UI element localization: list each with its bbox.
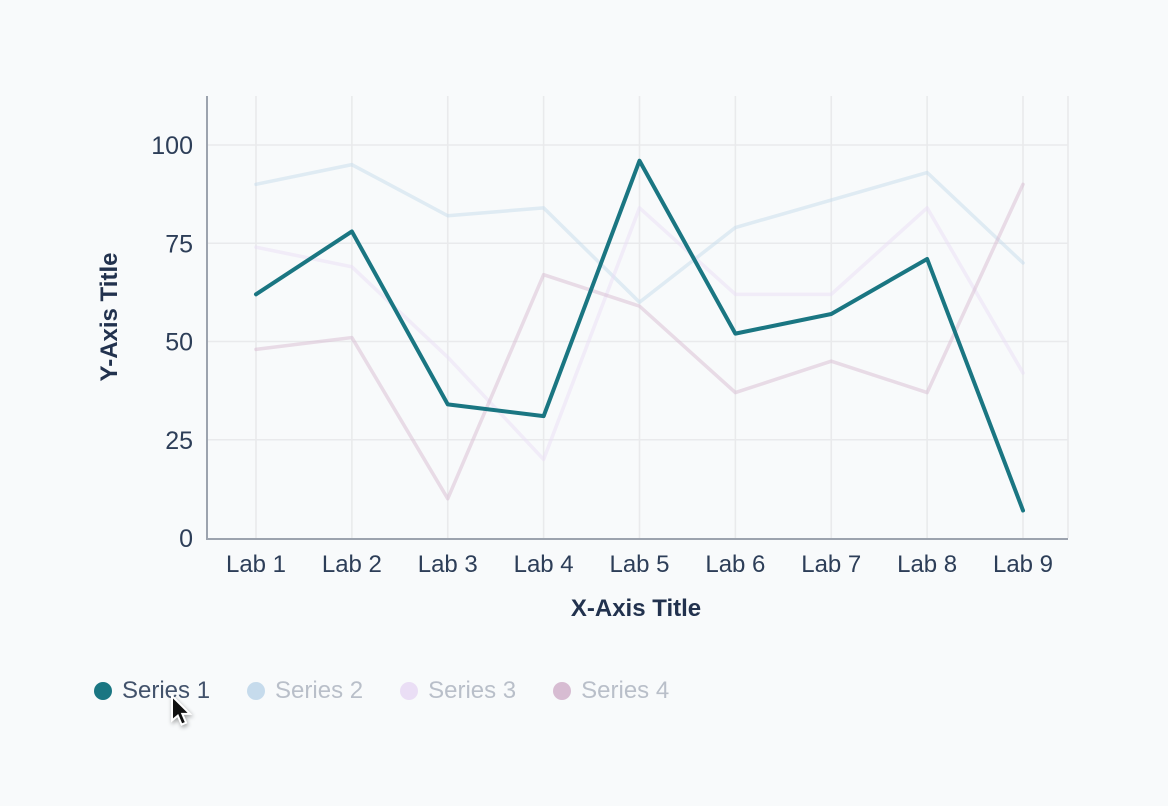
- legend-label-series-1: Series 1: [122, 677, 211, 704]
- series-1-line[interactable]: [254, 158, 1025, 513]
- series-layer: [254, 158, 1025, 513]
- legend-item-series-3[interactable]: Series 3: [400, 677, 517, 704]
- series-4-swatch: [553, 682, 572, 700]
- legend-label-series-3: Series 3: [428, 677, 517, 704]
- series-1-swatch: [94, 682, 112, 700]
- y-axis-tick-label: 0: [179, 525, 193, 553]
- x-axis-title: X-Axis Title: [571, 595, 701, 622]
- series-2-swatch: [247, 682, 266, 700]
- axis-layer: [206, 96, 1068, 540]
- x-axis-tick-label: Lab 6: [705, 551, 765, 578]
- series-2-line[interactable]: [254, 162, 1025, 304]
- x-axis-tick-label: Lab 3: [418, 551, 478, 578]
- grid-layer: [207, 96, 1069, 538]
- legend-item-series-4[interactable]: Series 4: [553, 677, 670, 704]
- y-axis-tick-label: 75: [165, 230, 193, 258]
- x-axis-tick-label: Lab 5: [609, 551, 669, 578]
- y-axis-tick-label: 100: [151, 132, 193, 160]
- y-axis-tick-label: 25: [165, 427, 193, 455]
- legend-label-series-2: Series 2: [275, 677, 364, 704]
- series-4-line[interactable]: [254, 182, 1025, 501]
- series-3-swatch: [400, 682, 419, 700]
- x-axis-tick-label: Lab 2: [322, 551, 382, 578]
- chart-legend: Series 1 Series 2 Series 3 Series 4: [94, 677, 670, 704]
- y-axis-title: Y-Axis Title: [96, 253, 123, 382]
- x-axis-tick-label: Lab 4: [514, 551, 574, 578]
- x-axis-tick-label: Lab 9: [993, 551, 1053, 578]
- tick-label-layer: 0 25 50 75 100 Lab 1 Lab 2 Lab 3 Lab 4 Lab 5 Lab 6…: [151, 132, 1053, 578]
- y-axis-tick-label: 50: [165, 329, 193, 357]
- legend-item-series-2[interactable]: Series 2: [247, 677, 364, 704]
- x-axis-tick-label: Lab 8: [897, 551, 957, 578]
- x-axis-tick-label: Lab 7: [801, 551, 861, 578]
- line-chart: 0 25 50 75 100 Lab 1 Lab 2 Lab 3 Lab 4 Lab 5 Lab 6…: [96, 96, 1069, 622]
- legend-item-series-1[interactable]: Series 1: [94, 677, 211, 704]
- series-3-line[interactable]: [254, 206, 1025, 462]
- x-axis-tick-label: Lab 1: [226, 551, 286, 578]
- legend-label-series-4: Series 4: [581, 677, 670, 704]
